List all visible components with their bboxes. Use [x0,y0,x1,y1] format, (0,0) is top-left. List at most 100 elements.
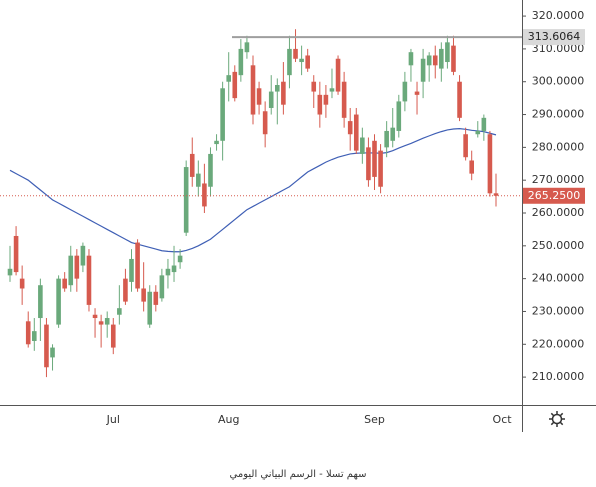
candle-body [183,167,189,233]
candle-body [439,48,444,69]
candle-body [92,314,98,319]
candle-body [475,130,481,135]
candle-body [32,331,37,342]
candle-body [384,130,389,148]
candle-body [366,147,371,181]
settings-icon[interactable] [549,411,565,427]
candle-body [372,140,377,177]
candle-body [445,42,450,63]
candle-body [62,278,67,289]
candle-body [214,140,219,145]
candle-body [262,111,268,135]
y-tick-label: 210.0000 [532,370,585,383]
candle-body [68,255,74,286]
candle-body [390,127,396,141]
candle-body [153,291,159,305]
x-tick-label: Sep [364,413,385,426]
candle-body [86,255,92,305]
candle-body [232,71,238,99]
candle-body [56,278,61,325]
x-tick-label: Jul [106,413,120,426]
candle-body [268,91,274,108]
candle-body [220,88,225,141]
candle-body [457,81,462,118]
candle-body [432,55,438,66]
candle-body [244,42,250,53]
candle-body [305,55,310,69]
y-tick-label: 220.0000 [532,337,585,350]
candle-body [329,88,335,92]
candle-body [256,88,262,105]
candle-body [177,255,183,263]
caption: سهم تسلا - الرسم البياني اليومي [230,469,367,480]
candle-body [171,265,177,273]
candle-body [299,58,304,63]
candle-body [238,48,244,76]
candle-body [159,275,165,299]
candle-body [293,48,298,59]
candle-body [19,278,25,289]
gear [551,413,563,425]
candle-body [38,285,43,319]
y-tick-label: 240.0000 [532,272,585,285]
candle-body [341,81,347,118]
candle-body [451,45,456,72]
candle-body [202,183,207,207]
candle-body [110,324,116,348]
y-tick-label: 300.0000 [532,75,585,88]
candle-body [414,91,420,95]
y-tick-label: 310.0000 [532,42,585,55]
candle-body [402,81,408,102]
candle-body [250,65,256,115]
y-tick-label: 250.0000 [532,239,585,252]
candle-body [335,58,341,92]
y-tick-label: 320.0000 [532,9,585,22]
candle-body [44,324,49,368]
candle-body [311,81,317,92]
y-tick-label: 290.0000 [532,108,585,121]
y-tick-label: 260.0000 [532,206,585,219]
candle-body [347,121,353,135]
price-label-box [523,187,585,204]
candle-body [104,318,110,325]
x-tick-label: Aug [218,413,239,426]
candle-body [196,173,201,187]
candle-body [13,235,19,273]
x-tick-label: Oct [493,413,513,426]
candle-body [25,321,31,345]
candle-body [208,153,213,187]
candle-body [323,94,329,105]
candle-body [80,245,86,266]
candle-body [141,288,146,302]
candle-body [165,268,171,276]
candle-body [135,242,140,289]
moving-average [9,128,497,253]
candle-body [189,153,195,177]
candle-body [408,52,414,66]
candle-body [74,255,80,279]
candle-body [50,347,55,358]
gear-teeth [549,411,565,427]
candle-body [275,85,280,92]
candle-body [117,308,122,315]
candle-body [463,134,468,158]
price-label: 265.2500 [528,189,581,202]
candle-body [481,117,487,131]
candle-body [147,291,153,325]
candle-body [426,55,432,66]
candle-body [123,278,128,302]
candle-body [469,160,474,174]
candle-body [396,101,402,131]
y-tick-label: 230.0000 [532,304,585,317]
candle-body [360,137,365,154]
plot: 210.0000 220.0000 230.0000 240.0000 250.0000… [0,9,585,426]
candle-body [317,94,323,115]
y-tick-label: 270.0000 [532,173,585,186]
price-label: 313.6064 [528,30,581,43]
y-tick-label: 280.0000 [532,140,585,153]
candle-body [378,150,383,187]
candle-body [353,114,359,151]
candle-body [98,321,104,325]
candle-body [287,48,292,76]
